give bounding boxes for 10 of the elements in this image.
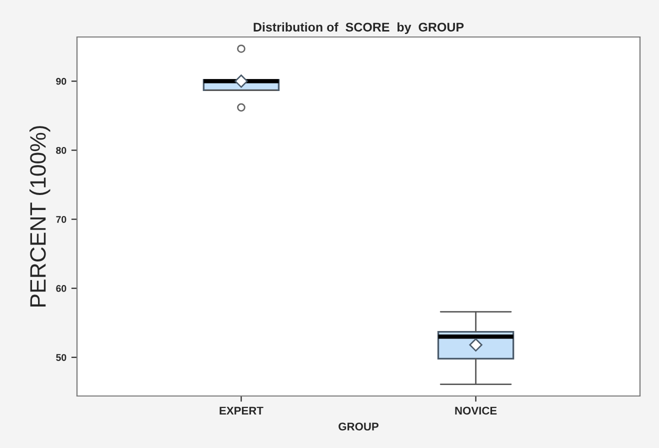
y-tick-label: 70 — [56, 216, 66, 223]
y-tick-label: 90 — [56, 78, 66, 85]
y-tick-label: 60 — [56, 285, 66, 292]
y-tick-label: 80 — [56, 146, 66, 154]
chart-title: Distribution of SCORE by GROUP — [254, 22, 464, 34]
y-tick-label: 50 — [56, 354, 66, 361]
x-tick-label: NOVICE — [455, 406, 497, 415]
y-axis-title: PERCENT (100%) — [30, 126, 50, 306]
x-tick-label: EXPERT — [220, 406, 264, 414]
x-axis-title: GROUP — [338, 422, 378, 430]
